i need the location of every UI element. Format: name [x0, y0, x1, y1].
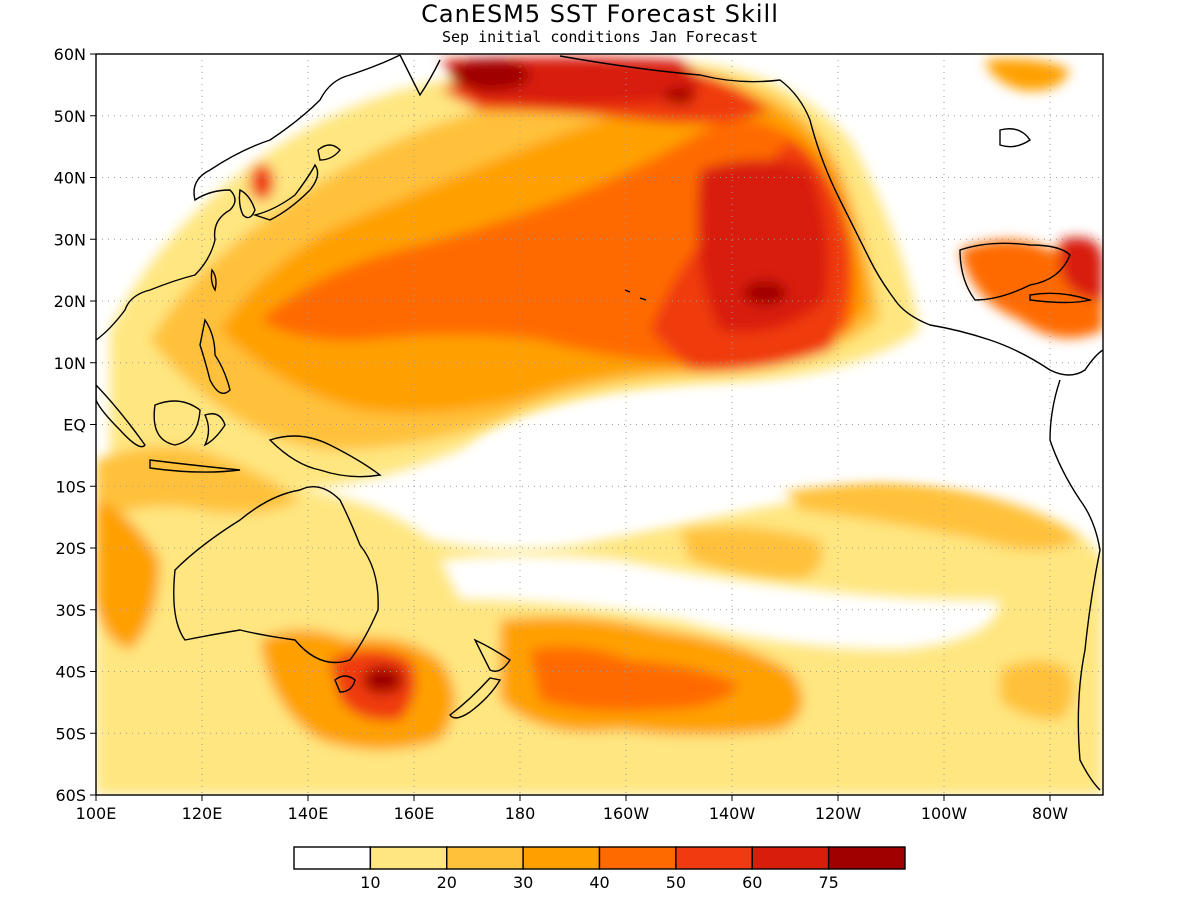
coast-sulawesi: [203, 413, 226, 447]
coast-new-zealand-north: [473, 638, 511, 672]
lon-label: 100E: [76, 804, 117, 823]
lon-label: 160E: [394, 804, 435, 823]
legend-swatch: [675, 846, 753, 870]
skill-field: [96, 54, 1103, 795]
lat-label: 50S: [55, 724, 86, 743]
lat-label: 50N: [54, 107, 86, 126]
legend-swatch: [598, 846, 677, 870]
skill-se-band: [780, 477, 1080, 550]
coast-korea: [238, 188, 256, 219]
lat-label: 30S: [55, 601, 86, 620]
coast-tasmania: [334, 675, 356, 693]
color-legend: 10 20 30 40 50 60 75: [293, 846, 906, 892]
skill-low-south-central: [440, 555, 1000, 650]
coast-australia: [173, 486, 379, 664]
skill-spcz: [680, 526, 823, 580]
skill-atlantic-ne: [985, 58, 1070, 91]
map-title: CanESM5 SST Forecast Skill: [421, 0, 779, 28]
lon-label: 120W: [815, 804, 862, 823]
lon-label: 160W: [603, 804, 650, 823]
lat-label: 20N: [54, 292, 86, 311]
lon-label: 180: [505, 804, 536, 823]
legend-tick-label: 75: [818, 873, 838, 892]
legend-tick-label: 40: [589, 873, 609, 892]
legend-swatch: [522, 846, 601, 870]
coast-borneo: [153, 400, 201, 446]
legend-tick-label: 60: [742, 873, 762, 892]
lat-label: EQ: [63, 416, 86, 435]
lat-label: 10S: [55, 477, 86, 496]
lat-label: 40N: [54, 169, 86, 188]
legend-swatch: [751, 846, 830, 870]
coast-kamchatka: [399, 54, 441, 97]
skill-tasman-core: [363, 666, 403, 694]
coast-hawaii: [624, 289, 647, 301]
coast-alaska: [559, 55, 811, 121]
map-subtitle: Sep initial conditions Jan Forecast: [441, 28, 759, 46]
lat-label: 30N: [54, 230, 86, 249]
coast-java: [149, 459, 241, 473]
coast-sumatra: [96, 383, 146, 448]
lon-label: 100W: [921, 804, 968, 823]
lat-label: 40S: [55, 663, 86, 682]
coastlines: [96, 54, 1103, 791]
lat-label: 60N: [54, 45, 86, 64]
coast-south-america: [1049, 379, 1101, 791]
skill-low-equatorial: [465, 388, 1103, 530]
legend-tick-label: 20: [437, 873, 457, 892]
skill-indian-west: [96, 500, 160, 650]
legend-tick-label: 50: [666, 873, 686, 892]
lat-label: 20S: [55, 539, 86, 558]
skill-75-plus-subtropics: [743, 281, 787, 305]
skill-south-midlat-core: [530, 646, 740, 712]
skill-60-75: [697, 160, 828, 332]
skill-gulf-mexico-core: [1060, 237, 1103, 300]
lon-label: 140E: [288, 804, 329, 823]
skill-75-plus-bering: [450, 59, 530, 91]
skill-75-plus-ne: [664, 88, 696, 104]
coast-japan-hokkaido: [317, 144, 341, 161]
coast-asia: [96, 54, 401, 341]
skill-east-south: [1000, 660, 1074, 720]
lon-label: 80W: [1032, 804, 1068, 823]
skill-west-pool: [96, 446, 300, 520]
legend-swatch: [446, 846, 524, 870]
longitude-labels: 100E 120E 140E 160E 180 160W 140W 120W 100W 80W: [76, 795, 1068, 823]
legend-tick-label: 30: [513, 873, 533, 892]
legend-swatch: [369, 846, 448, 870]
skill-japan-sea: [250, 164, 274, 200]
coast-philippines: [199, 318, 231, 394]
lon-label: 120E: [182, 804, 223, 823]
coast-japan-honshu: [252, 163, 319, 221]
coast-new-guinea: [268, 435, 382, 478]
coast-new-zealand-south: [449, 677, 502, 719]
coast-gulf-mexico: [959, 242, 1071, 301]
legend-tick-label: 10: [360, 873, 380, 892]
coast-taiwan: [210, 268, 217, 292]
lat-label: 10N: [54, 354, 86, 373]
legend-swatch: [827, 846, 906, 870]
legend-swatch: [293, 846, 372, 870]
coast-cuba: [1029, 292, 1093, 304]
coast-north-america: [809, 119, 1103, 376]
lon-label: 140W: [709, 804, 756, 823]
latitude-labels: 60N 50N 40N 30N 20N 10N EQ 10S 20S 30S 40S 50S 60S: [54, 45, 96, 805]
lat-label: 60S: [55, 786, 86, 805]
coast-great-lakes: [999, 128, 1031, 148]
